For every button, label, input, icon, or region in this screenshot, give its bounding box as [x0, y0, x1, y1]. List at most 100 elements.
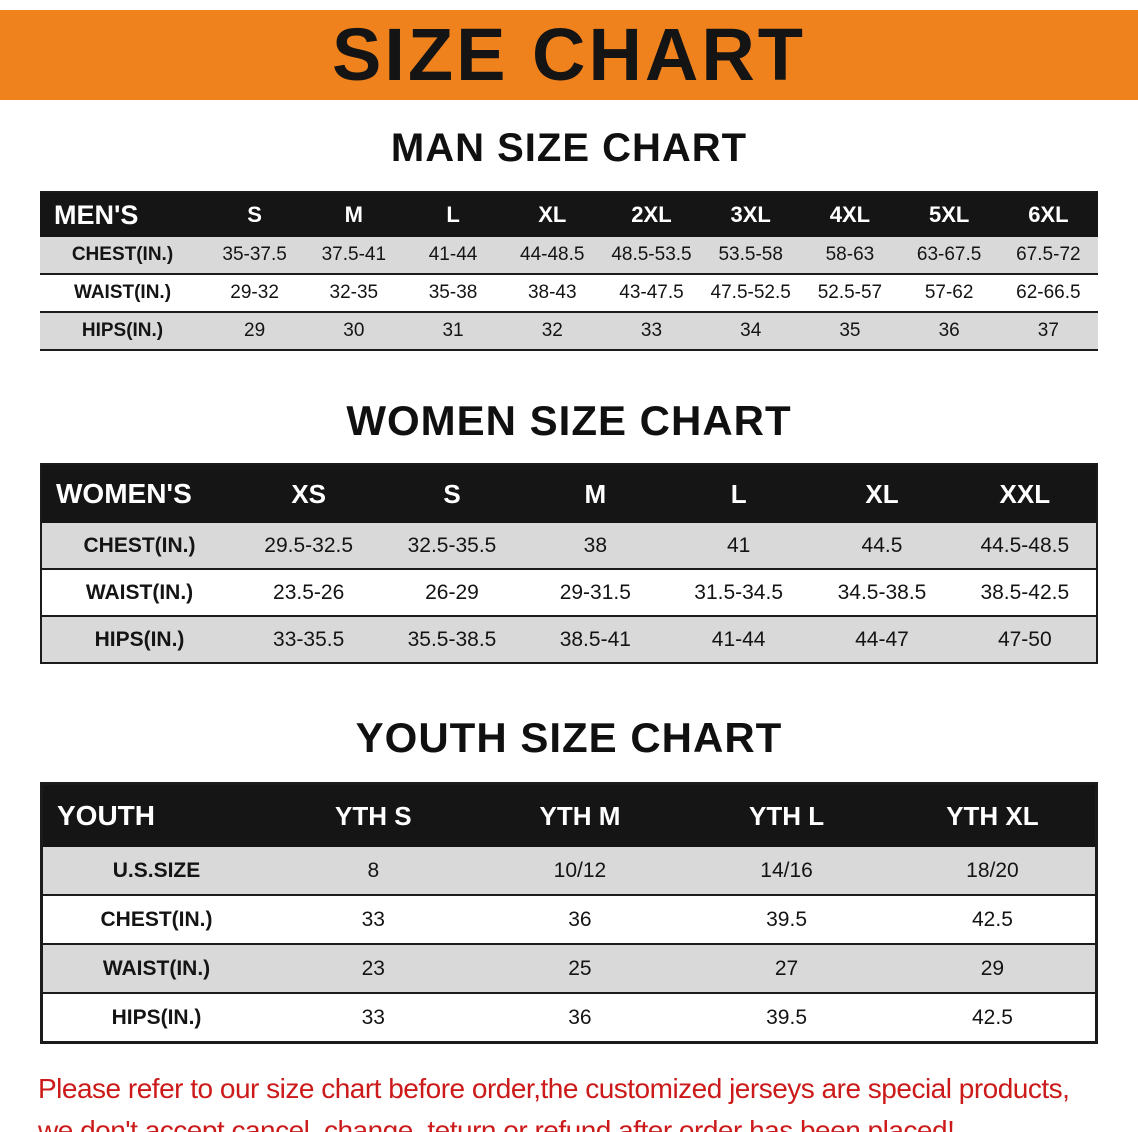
value-cell: 29	[205, 312, 305, 351]
size-column-header: M	[304, 192, 404, 237]
youth-section-heading: YOUTH SIZE CHART	[355, 714, 783, 761]
size-column-header: XS	[237, 464, 381, 523]
youth-section: YOUTH SIZE CHART YOUTH YTH S YTH M YTH L YTH…	[0, 714, 1138, 1044]
size-column-header: YTH L	[683, 783, 890, 847]
value-cell: 41	[666, 523, 811, 570]
value-cell: 33	[270, 895, 477, 945]
value-cell: 35.5-38.5	[380, 616, 524, 664]
table-header-row: WOMEN'S XS S M L XL XXL	[41, 464, 1097, 523]
value-cell: 47.5-52.5	[701, 274, 801, 313]
size-column-header: 2XL	[601, 192, 702, 237]
table-row: U.S.SIZE 8 10/12 14/16 18/20	[41, 847, 1097, 896]
value-cell: 67.5-72	[998, 237, 1098, 275]
value-cell: 41-44	[666, 616, 811, 664]
table-header-row: YOUTH YTH S YTH M YTH L YTH XL	[41, 783, 1097, 847]
value-cell: 29	[889, 944, 1097, 994]
value-cell: 34	[701, 312, 801, 351]
women-section-heading: WOMEN SIZE CHART	[346, 397, 792, 444]
value-cell: 38.5-42.5	[953, 569, 1097, 617]
value-cell: 58-63	[800, 237, 900, 275]
value-cell: 32.5-35.5	[380, 523, 524, 570]
value-cell: 44-48.5	[502, 237, 602, 275]
size-column-header: 3XL	[701, 192, 801, 237]
value-cell: 33-35.5	[237, 616, 381, 664]
value-cell: 18/20	[889, 847, 1097, 896]
table-row: HIPS(IN.) 33-35.5 35.5-38.5 38.5-41 41-44 44-…	[41, 616, 1097, 664]
youth-size-table: YOUTH YTH S YTH M YTH L YTH XL U.S.SIZE 8 10/12…	[40, 782, 1098, 1044]
value-cell: 48.5-53.5	[601, 237, 702, 275]
page-title: SIZE CHART	[332, 13, 806, 96]
value-cell: 37	[998, 312, 1098, 351]
notice-line-1: Please refer to our size chart before or…	[38, 1073, 1070, 1104]
men-section: MAN SIZE CHART MEN'S S M L XL 2XL 3XL 4XL 5XL 6XL…	[0, 126, 1138, 351]
size-column-header: 4XL	[800, 192, 900, 237]
table-title-cell: YOUTH	[41, 783, 270, 847]
value-cell: 52.5-57	[800, 274, 900, 313]
women-size-table: WOMEN'S XS S M L XL XXL CHEST(IN.) 29.5-32.5 32.5…	[40, 463, 1098, 664]
size-column-header: 5XL	[899, 192, 999, 237]
value-cell: 33	[270, 993, 477, 1044]
value-cell: 35-37.5	[205, 237, 305, 275]
value-cell: 36	[476, 895, 684, 945]
value-cell: 32	[502, 312, 602, 351]
value-cell: 63-67.5	[899, 237, 999, 275]
value-cell: 41-44	[403, 237, 503, 275]
value-cell: 35	[800, 312, 900, 351]
value-cell: 53.5-58	[701, 237, 801, 275]
row-label-cell: U.S.SIZE	[41, 847, 270, 896]
value-cell: 14/16	[683, 847, 890, 896]
value-cell: 33	[601, 312, 702, 351]
table-row: CHEST(IN.) 33 36 39.5 42.5	[41, 895, 1097, 945]
value-cell: 38.5-41	[523, 616, 667, 664]
row-label-cell: CHEST(IN.)	[41, 523, 237, 570]
value-cell: 39.5	[683, 895, 890, 945]
value-cell: 34.5-38.5	[810, 569, 954, 617]
notice-line-2: we don't accept cancel, change, teturn o…	[38, 1115, 955, 1132]
value-cell: 32-35	[304, 274, 404, 313]
value-cell: 37.5-41	[304, 237, 404, 275]
value-cell: 38	[523, 523, 667, 570]
size-column-header: YTH XL	[889, 783, 1097, 847]
value-cell: 36	[476, 993, 684, 1044]
value-cell: 42.5	[889, 895, 1097, 945]
row-label-cell: WAIST(IN.)	[41, 944, 270, 994]
table-row: WAIST(IN.) 29-32 32-35 35-38 38-43 43-47.5 47.…	[40, 274, 1098, 313]
value-cell: 47-50	[953, 616, 1097, 664]
table-row: HIPS(IN.) 29 30 31 32 33 34 35 36 37	[40, 312, 1098, 351]
row-label-cell: WAIST(IN.)	[41, 569, 237, 617]
table-row: CHEST(IN.) 35-37.5 37.5-41 41-44 44-48.5 48.5…	[40, 237, 1098, 275]
value-cell: 44-47	[810, 616, 954, 664]
size-column-header: XL	[810, 464, 954, 523]
value-cell: 42.5	[889, 993, 1097, 1044]
banner: SIZE CHART	[0, 10, 1138, 100]
men-section-heading: MAN SIZE CHART	[390, 126, 748, 170]
value-cell: 31	[403, 312, 503, 351]
value-cell: 23	[270, 944, 477, 994]
value-cell: 29-31.5	[523, 569, 667, 617]
row-label-cell: HIPS(IN.)	[41, 616, 237, 664]
table-row: HIPS(IN.) 33 36 39.5 42.5	[41, 993, 1097, 1044]
size-column-header: 6XL	[998, 192, 1098, 237]
value-cell: 26-29	[380, 569, 524, 617]
value-cell: 29-32	[205, 274, 305, 313]
value-cell: 29.5-32.5	[237, 523, 381, 570]
value-cell: 30	[304, 312, 404, 351]
value-cell: 25	[476, 944, 684, 994]
value-cell: 39.5	[683, 993, 890, 1044]
order-notice: Please refer to our size chart before or…	[38, 1068, 1138, 1132]
value-cell: 44.5-48.5	[953, 523, 1097, 570]
table-row: WAIST(IN.) 23 25 27 29	[41, 944, 1097, 994]
row-label-cell: WAIST(IN.)	[40, 274, 205, 313]
table-row: WAIST(IN.) 23.5-26 26-29 29-31.5 31.5-34.5 34…	[41, 569, 1097, 617]
value-cell: 44.5	[810, 523, 954, 570]
women-section: WOMEN SIZE CHART WOMEN'S XS S M L XL XXL CHEST(…	[0, 397, 1138, 664]
value-cell: 62-66.5	[998, 274, 1098, 313]
value-cell: 35-38	[403, 274, 503, 313]
value-cell: 10/12	[476, 847, 684, 896]
value-cell: 43-47.5	[601, 274, 702, 313]
size-column-header: YTH S	[270, 783, 477, 847]
size-column-header: S	[380, 464, 524, 523]
table-row: CHEST(IN.) 29.5-32.5 32.5-35.5 38 41 44.5 44.5…	[41, 523, 1097, 570]
value-cell: 36	[899, 312, 999, 351]
